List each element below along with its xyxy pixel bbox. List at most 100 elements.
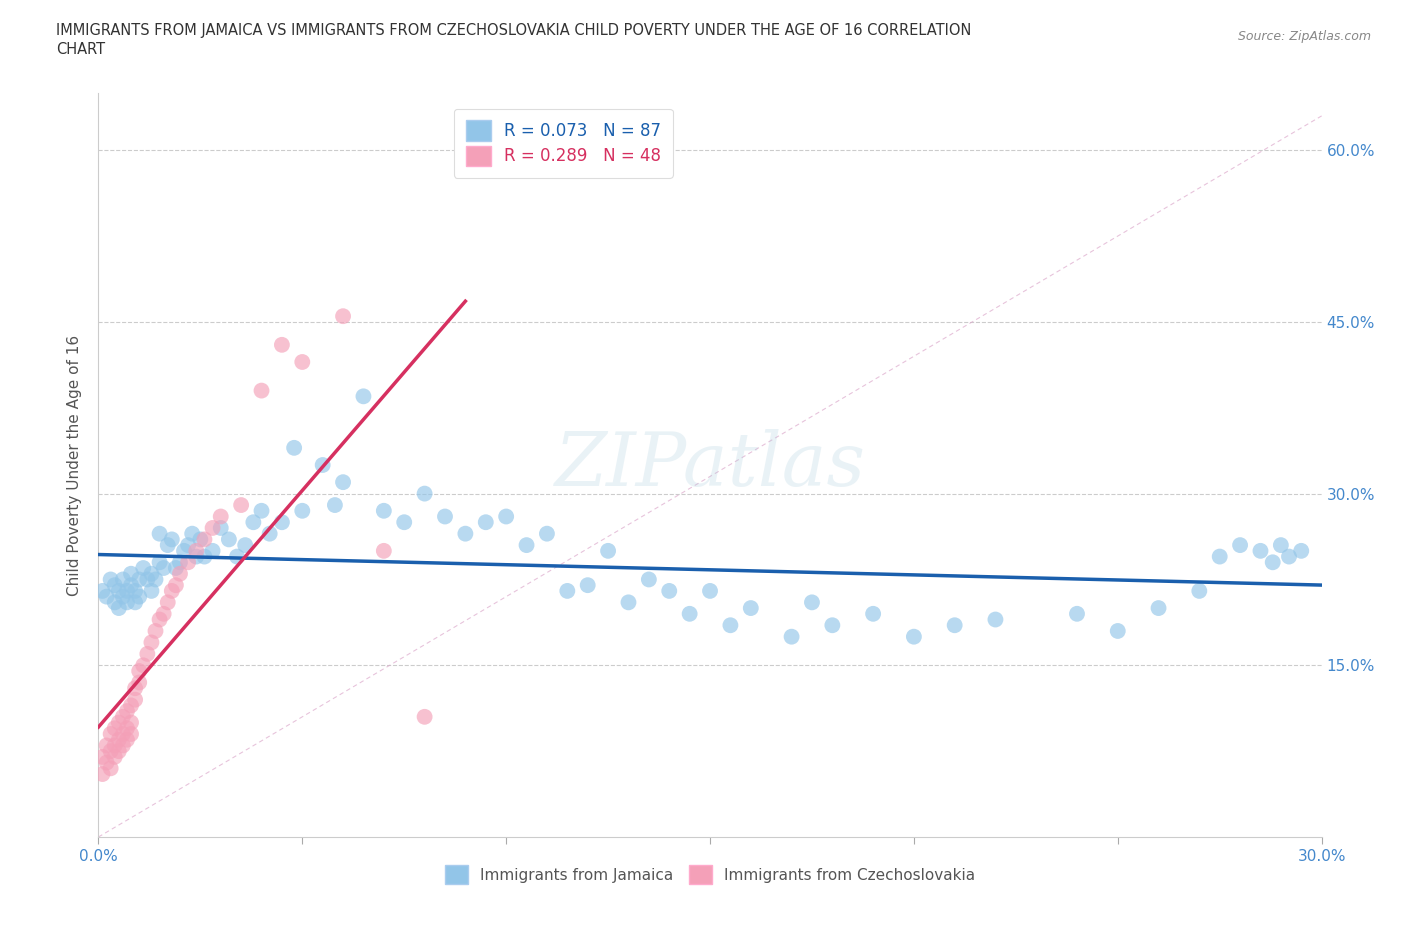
Point bbox=[149, 526, 172, 541]
Point bbox=[1291, 543, 1313, 558]
Point bbox=[576, 578, 599, 592]
Point bbox=[124, 692, 146, 707]
Point bbox=[188, 532, 212, 547]
Point bbox=[128, 675, 150, 690]
Point bbox=[165, 561, 187, 576]
Point bbox=[96, 755, 118, 770]
Point bbox=[115, 732, 138, 747]
Point bbox=[699, 583, 721, 598]
Point bbox=[108, 744, 131, 759]
Point bbox=[193, 532, 215, 547]
Point bbox=[111, 590, 134, 604]
Text: CHART: CHART bbox=[56, 42, 105, 57]
Point bbox=[128, 590, 150, 604]
Point bbox=[111, 572, 134, 587]
Point bbox=[136, 572, 159, 587]
Point bbox=[1229, 538, 1251, 552]
Point bbox=[156, 595, 179, 610]
Point bbox=[104, 721, 127, 736]
Point bbox=[193, 549, 215, 564]
Point bbox=[111, 738, 134, 753]
Point bbox=[152, 561, 174, 576]
Point bbox=[536, 526, 558, 541]
Point bbox=[132, 658, 155, 672]
Point bbox=[259, 526, 281, 541]
Point bbox=[270, 338, 294, 352]
Point bbox=[801, 595, 824, 610]
Point bbox=[679, 606, 702, 621]
Point bbox=[115, 704, 138, 719]
Point bbox=[120, 566, 142, 581]
Point bbox=[128, 572, 150, 587]
Point bbox=[100, 761, 122, 776]
Text: Source: ZipAtlas.com: Source: ZipAtlas.com bbox=[1237, 30, 1371, 43]
Point bbox=[141, 583, 163, 598]
Point bbox=[332, 474, 354, 489]
Point bbox=[637, 572, 661, 587]
Point bbox=[104, 595, 127, 610]
Point bbox=[312, 458, 335, 472]
Point bbox=[173, 543, 195, 558]
Text: IMMIGRANTS FROM JAMAICA VS IMMIGRANTS FROM CZECHOSLOVAKIA CHILD POVERTY UNDER TH: IMMIGRANTS FROM JAMAICA VS IMMIGRANTS FR… bbox=[56, 23, 972, 38]
Point bbox=[100, 726, 122, 741]
Point bbox=[115, 721, 138, 736]
Point bbox=[128, 664, 150, 679]
Point bbox=[108, 583, 131, 598]
Point bbox=[104, 750, 127, 764]
Point bbox=[1209, 549, 1232, 564]
Point bbox=[516, 538, 538, 552]
Point bbox=[231, 498, 253, 512]
Point bbox=[201, 521, 224, 536]
Point bbox=[209, 521, 232, 536]
Point bbox=[120, 578, 142, 592]
Point bbox=[111, 710, 134, 724]
Point bbox=[821, 618, 844, 632]
Point bbox=[141, 566, 163, 581]
Point bbox=[373, 503, 395, 518]
Point bbox=[1270, 538, 1292, 552]
Point bbox=[100, 572, 122, 587]
Point bbox=[291, 354, 314, 369]
Point bbox=[1278, 549, 1301, 564]
Point bbox=[124, 595, 146, 610]
Point bbox=[862, 606, 884, 621]
Point bbox=[474, 515, 498, 530]
Point bbox=[120, 726, 142, 741]
Point bbox=[250, 383, 273, 398]
Point bbox=[218, 532, 240, 547]
Point bbox=[141, 635, 163, 650]
Point bbox=[108, 601, 131, 616]
Point bbox=[115, 583, 138, 598]
Point bbox=[132, 561, 155, 576]
Point bbox=[91, 766, 114, 781]
Point bbox=[373, 543, 395, 558]
Point bbox=[454, 526, 477, 541]
Point bbox=[104, 738, 127, 753]
Point bbox=[120, 715, 142, 730]
Point bbox=[555, 583, 579, 598]
Y-axis label: Child Poverty Under the Age of 16: Child Poverty Under the Age of 16 bbox=[67, 335, 83, 595]
Point bbox=[617, 595, 640, 610]
Point bbox=[108, 715, 131, 730]
Point bbox=[145, 623, 167, 638]
Point bbox=[124, 583, 146, 598]
Point bbox=[943, 618, 966, 632]
Point bbox=[283, 441, 305, 456]
Point bbox=[145, 572, 167, 587]
Text: ZIPatlas: ZIPatlas bbox=[554, 429, 866, 501]
Legend: Immigrants from Jamaica, Immigrants from Czechoslovakia: Immigrants from Jamaica, Immigrants from… bbox=[433, 853, 987, 897]
Point bbox=[1249, 543, 1271, 558]
Point bbox=[332, 309, 354, 324]
Point bbox=[209, 509, 232, 524]
Point bbox=[124, 681, 146, 696]
Point bbox=[100, 744, 122, 759]
Point bbox=[136, 646, 159, 661]
Point bbox=[598, 543, 620, 558]
Point bbox=[1188, 583, 1211, 598]
Point bbox=[169, 555, 191, 570]
Point bbox=[1261, 555, 1284, 570]
Point bbox=[96, 590, 118, 604]
Point bbox=[392, 515, 416, 530]
Point bbox=[152, 606, 174, 621]
Point bbox=[120, 698, 142, 712]
